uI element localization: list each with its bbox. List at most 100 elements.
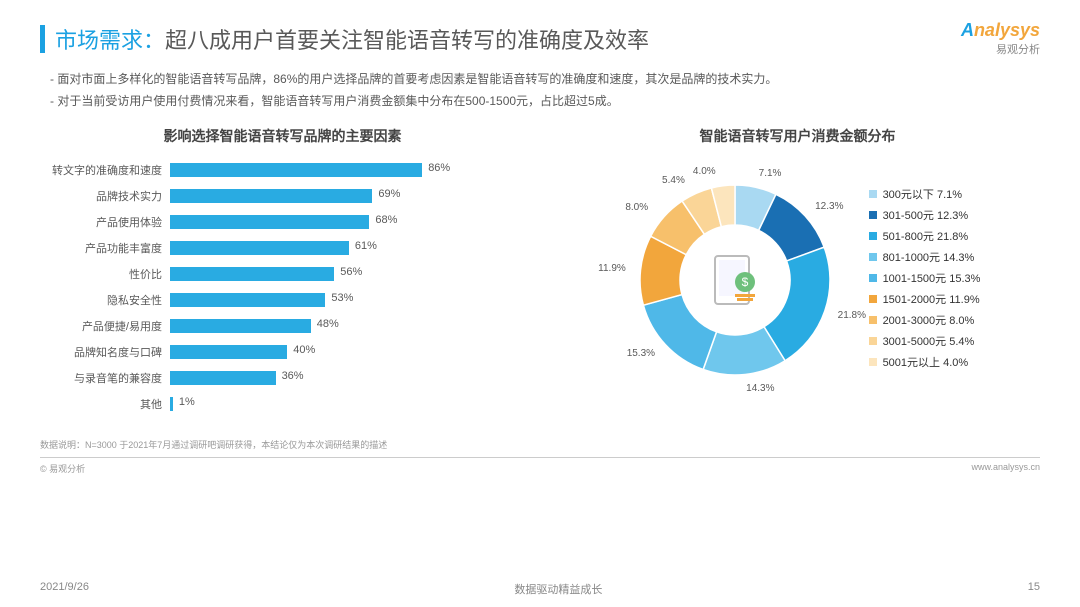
donut-slice-label: 7.1% — [759, 168, 782, 179]
meta-date: 2021/9/26 — [40, 581, 89, 597]
donut-slice-label: 12.3% — [815, 201, 843, 212]
title-main: 超八成用户首要关注智能语音转写的准确度及效率 — [165, 28, 649, 53]
bar-value: 68% — [369, 214, 397, 226]
bar-row: 产品功能丰富度 61% — [50, 238, 515, 258]
legend-label: 801-1000元 14.3% — [883, 249, 975, 265]
legend-swatch — [869, 190, 877, 198]
bar-label: 其他 — [50, 396, 170, 412]
legend-item: 1501-2000元 11.9% — [869, 291, 981, 307]
bar-label: 转文字的准确度和速度 — [50, 162, 170, 178]
donut-chart: 智能语音转写用户消费金额分布 $ 7.1%12.3%21 — [555, 126, 1040, 420]
bullet-item: 对于当前受访用户使用付费情况来看，智能语音转写用户消费金额集中分布在500-15… — [50, 91, 1040, 113]
bar-value: 56% — [334, 266, 362, 278]
slide-meta: 2021/9/26 数据驱动精益成长 15 — [40, 581, 1040, 597]
legend-item: 1001-1500元 15.3% — [869, 270, 981, 286]
donut-slice-label: 11.9% — [598, 263, 626, 274]
bar-value: 48% — [311, 318, 339, 330]
brand-logo: Analysys 易观分析 — [961, 20, 1040, 57]
legend-swatch — [869, 232, 877, 240]
legend-swatch — [869, 295, 877, 303]
title-accent-bar — [40, 25, 45, 53]
bullet-item: 面对市面上多样化的智能语音转写品牌，86%的用户选择品牌的首要考虑因素是智能语音… — [50, 69, 1040, 91]
legend-item: 801-1000元 14.3% — [869, 249, 981, 265]
bar-row: 品牌知名度与口碑40% — [50, 342, 515, 362]
divider — [40, 457, 1040, 458]
bar-label: 品牌技术实力 — [50, 188, 170, 204]
donut-chart-title: 智能语音转写用户消费金额分布 — [555, 126, 1040, 146]
bar-label: 隐私安全性 — [50, 292, 170, 308]
bar-value: 86% — [422, 162, 450, 174]
bar-fill — [170, 371, 276, 385]
footer-left: © 易观分析 — [40, 462, 85, 475]
meta-center: 数据驱动精益成长 — [514, 581, 602, 597]
bar-row: 产品使用体验 68% — [50, 212, 515, 232]
bar-label: 产品使用体验 — [50, 214, 170, 230]
legend-item: 501-800元 21.8% — [869, 228, 981, 244]
title-prefix: 市场需求： — [55, 28, 165, 53]
bar-label: 产品功能丰富度 — [50, 240, 170, 256]
bar-fill — [170, 345, 287, 359]
legend-item: 301-500元 12.3% — [869, 207, 981, 223]
legend-label: 1501-2000元 11.9% — [883, 291, 980, 307]
bar-value: 53% — [325, 292, 353, 304]
donut-slice-label: 14.3% — [746, 383, 774, 394]
bar-row: 隐私安全性 53% — [50, 290, 515, 310]
donut-slice-label: 21.8% — [838, 310, 866, 321]
bar-label: 性价比 — [50, 266, 170, 282]
bullet-list: 面对市面上多样化的智能语音转写品牌，86%的用户选择品牌的首要考虑因素是智能语音… — [50, 69, 1040, 112]
bar-fill — [170, 163, 422, 177]
donut-legend: 300元以下 7.1% 301-500元 12.3% 501-800元 21.8% 8… — [869, 186, 981, 375]
bar-fill — [170, 293, 325, 307]
legend-swatch — [869, 316, 877, 324]
legend-swatch — [869, 358, 877, 366]
donut-slice-label: 8.0% — [625, 202, 648, 213]
footer-right: www.analysys.cn — [971, 462, 1040, 475]
bar-fill — [170, 215, 369, 229]
legend-item: 5001元以上 4.0% — [869, 354, 981, 370]
donut-graphic: $ 7.1%12.3%21.8%14.3%15.3%11.9%8.0%5.4%4… — [615, 160, 855, 400]
legend-swatch — [869, 337, 877, 345]
legend-swatch — [869, 274, 877, 282]
bar-row: 与录音笔的兼容度 36% — [50, 368, 515, 388]
bar-row: 产品便捷/易用度 48% — [50, 316, 515, 336]
bar-value: 40% — [287, 344, 315, 356]
legend-label: 301-500元 12.3% — [883, 207, 969, 223]
bar-fill — [170, 267, 334, 281]
data-note: 数据说明：N=3000 于2021年7月通过调研吧调研获得，本结论仅为本次调研结… — [40, 438, 1040, 451]
logo-subtitle: 易观分析 — [961, 41, 1040, 57]
bar-value: 36% — [276, 370, 304, 382]
bar-row: 品牌技术实力 69% — [50, 186, 515, 206]
meta-page: 15 — [1028, 581, 1040, 597]
bar-fill — [170, 241, 349, 255]
legend-label: 300元以下 7.1% — [883, 186, 962, 202]
donut-slice-label: 15.3% — [627, 348, 655, 359]
bar-value: 61% — [349, 240, 377, 252]
footer: © 易观分析 www.analysys.cn — [40, 462, 1040, 475]
bar-row: 转文字的准确度和速度 86% — [50, 160, 515, 180]
bar-value: 69% — [372, 188, 400, 200]
legend-label: 501-800元 21.8% — [883, 228, 969, 244]
bar-value: 1% — [173, 396, 195, 408]
header: 市场需求：超八成用户首要关注智能语音转写的准确度及效率 Analysys 易观分… — [40, 20, 1040, 57]
legend-label: 3001-5000元 5.4% — [883, 333, 975, 349]
donut-slice-label: 4.0% — [693, 166, 716, 177]
page-title: 市场需求：超八成用户首要关注智能语音转写的准确度及效率 — [55, 23, 649, 55]
legend-item: 2001-3000元 8.0% — [869, 312, 981, 328]
logo-text: nalysys — [974, 20, 1040, 40]
legend-item: 300元以下 7.1% — [869, 186, 981, 202]
bar-label: 与录音笔的兼容度 — [50, 370, 170, 386]
donut-slice-label: 5.4% — [662, 175, 685, 186]
bar-row: 其他1% — [50, 394, 515, 414]
legend-item: 3001-5000元 5.4% — [869, 333, 981, 349]
legend-label: 1001-1500元 15.3% — [883, 270, 981, 286]
bar-chart: 影响选择智能语音转写品牌的主要因素 转文字的准确度和速度 86% 品牌技术实力 69%… — [40, 126, 525, 420]
money-device-icon: $ — [705, 250, 765, 310]
bar-fill — [170, 319, 311, 333]
legend-label: 2001-3000元 8.0% — [883, 312, 975, 328]
bar-row: 性价比 56% — [50, 264, 515, 284]
svg-text:$: $ — [741, 275, 748, 289]
bar-chart-title: 影响选择智能语音转写品牌的主要因素 — [40, 126, 525, 146]
bar-fill — [170, 189, 372, 203]
bar-label: 产品便捷/易用度 — [50, 318, 170, 334]
legend-swatch — [869, 253, 877, 261]
